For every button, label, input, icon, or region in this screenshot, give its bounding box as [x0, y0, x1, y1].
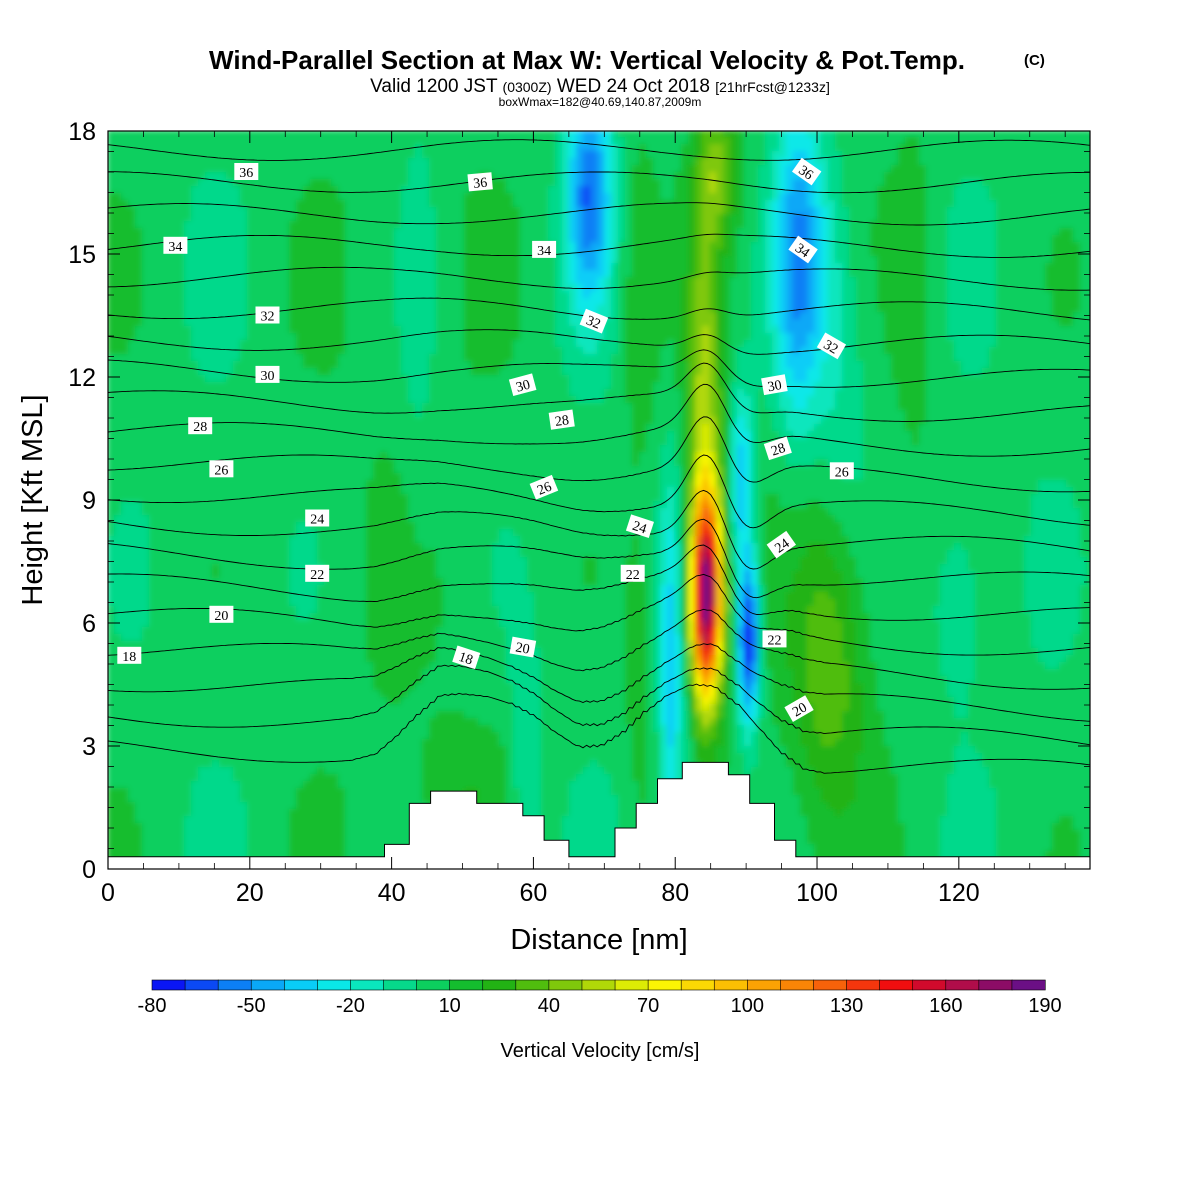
copyright-mark: (C) [1024, 52, 1045, 69]
valid-prefix: Valid 1200 JST [370, 76, 498, 97]
box-max-info: boxWmax=182@40.69,140.87,2009m [499, 95, 702, 109]
valid-utc: (0300Z) [503, 79, 552, 95]
title-block: Wind-Parallel Section at Max W: Vertical… [209, 45, 1045, 109]
valid-time-line: Valid 1200 JST (0300Z) WED 24 Oct 2018 [… [370, 76, 830, 97]
figure: Wind-Parallel Section at Max W: Vertical… [0, 0, 1200, 1200]
forecast-info: [21hrFcst@1233z] [715, 79, 830, 95]
valid-date: WED 24 Oct 2018 [557, 76, 710, 97]
vertical-velocity-field [107, 130, 1096, 874]
chart-title: Wind-Parallel Section at Max W: Vertical… [209, 45, 965, 75]
